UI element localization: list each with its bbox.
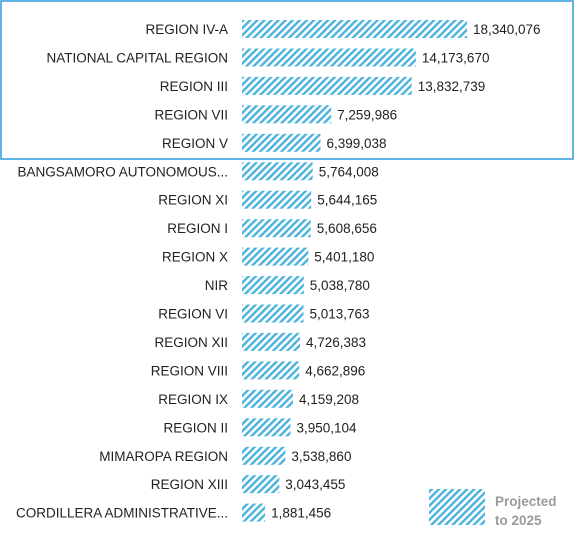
bar <box>242 475 280 494</box>
category-label: REGION I <box>167 221 228 236</box>
value-label: 5,038,780 <box>310 278 370 293</box>
category-label: NATIONAL CAPITAL REGION <box>46 51 228 66</box>
legend-label-line2: to 2025 <box>495 513 542 528</box>
category-label: REGION X <box>162 250 228 265</box>
category-label: REGION III <box>160 79 228 94</box>
bar <box>242 133 321 152</box>
bar <box>242 190 312 209</box>
value-label: 4,662,896 <box>305 363 365 378</box>
legend-label-line1: Projected <box>495 494 557 509</box>
category-label: REGION IX <box>158 392 228 407</box>
bar <box>242 304 304 323</box>
value-label: 13,832,739 <box>418 79 486 94</box>
value-label: 1,881,456 <box>271 506 331 521</box>
bar <box>242 48 416 67</box>
category-label: REGION XIII <box>151 477 228 492</box>
value-label: 5,013,763 <box>310 307 370 322</box>
bar <box>242 389 293 408</box>
category-label: REGION VI <box>158 307 228 322</box>
bar <box>242 276 304 295</box>
category-label: NIR <box>205 278 229 293</box>
category-label: REGION XII <box>154 335 228 350</box>
category-label: REGION XI <box>158 193 228 208</box>
legend: Projected to 2025 <box>429 489 557 528</box>
value-label: 7,259,986 <box>337 107 397 122</box>
category-label: REGION II <box>163 420 228 435</box>
bar <box>242 247 309 266</box>
category-label: REGION V <box>162 136 228 151</box>
bars-group <box>242 20 467 522</box>
bar <box>242 105 332 124</box>
bar <box>242 332 300 351</box>
value-label: 5,608,656 <box>317 221 377 236</box>
value-label: 5,644,165 <box>317 193 377 208</box>
value-label: 14,173,670 <box>422 51 490 66</box>
value-label: 4,159,208 <box>299 392 359 407</box>
legend-swatch <box>429 489 485 525</box>
category-label: MIMAROPA REGION <box>99 449 228 464</box>
value-label: 3,538,860 <box>291 449 351 464</box>
value-label: 18,340,076 <box>473 22 541 37</box>
bar <box>242 503 266 522</box>
value-label: 5,401,180 <box>314 250 374 265</box>
bar <box>242 446 286 465</box>
bar <box>242 20 467 38</box>
bar <box>242 76 412 95</box>
value-label: 6,399,038 <box>327 136 387 151</box>
value-label: 4,726,383 <box>306 335 366 350</box>
value-label: 5,764,008 <box>319 164 379 179</box>
value-label: 3,950,104 <box>297 420 358 435</box>
category-labels: REGION IV-A NATIONAL CAPITAL REGION REGION… <box>16 22 228 521</box>
bar <box>242 361 300 380</box>
category-label: REGION VII <box>154 107 228 122</box>
category-label: CORDILLERA ADMINISTRATIVE... <box>16 506 228 521</box>
value-label: 3,043,455 <box>285 477 345 492</box>
category-label: REGION VIII <box>151 363 228 378</box>
top-five-highlight-box <box>0 0 574 160</box>
bar <box>242 162 313 181</box>
bar <box>242 219 311 238</box>
value-labels: 18,340,076 14,173,670 13,832,739 7,259,986 6… <box>271 22 540 521</box>
bar <box>242 418 291 437</box>
category-label: REGION IV-A <box>145 22 228 37</box>
category-label: BANGSAMORO AUTONOMOUS... <box>17 164 228 179</box>
